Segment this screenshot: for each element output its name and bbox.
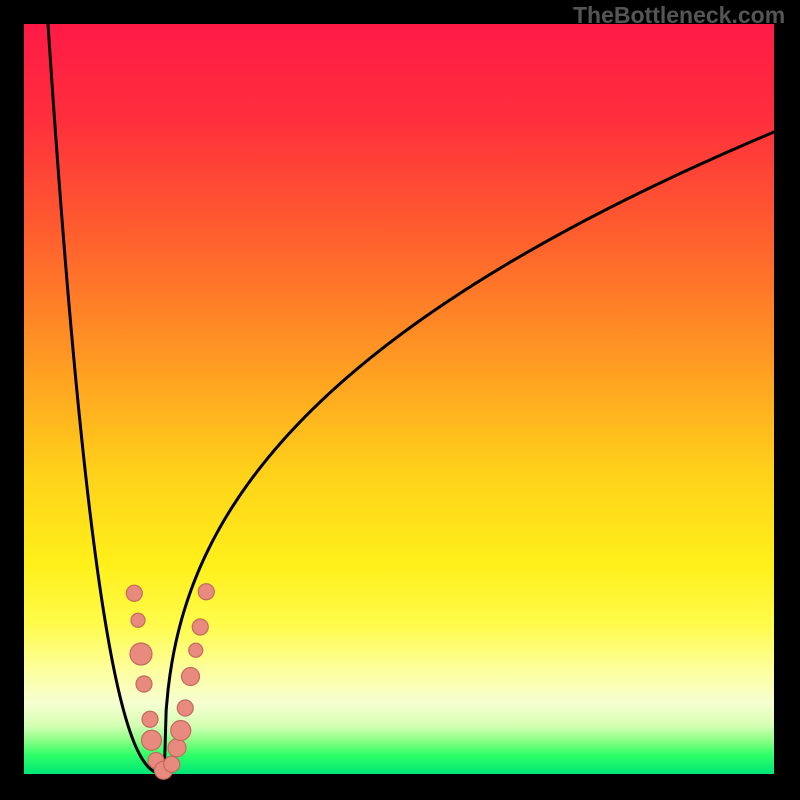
curve-marker xyxy=(131,613,145,627)
curve-marker xyxy=(189,643,203,657)
chart-svg xyxy=(0,0,800,800)
watermark-text: TheBottleneck.com xyxy=(573,2,785,29)
curve-marker xyxy=(126,585,142,601)
chart-stage: TheBottleneck.com xyxy=(0,0,800,800)
curve-marker xyxy=(198,584,214,600)
curve-marker xyxy=(136,676,152,692)
curve-marker xyxy=(142,711,158,727)
curve-marker xyxy=(168,739,186,757)
curve-marker xyxy=(177,700,193,716)
curve-marker xyxy=(192,619,208,635)
curve-marker xyxy=(164,756,180,772)
curve-marker xyxy=(142,730,162,750)
curve-marker xyxy=(171,721,191,741)
curve-marker xyxy=(182,668,200,686)
curve-marker xyxy=(130,643,152,665)
